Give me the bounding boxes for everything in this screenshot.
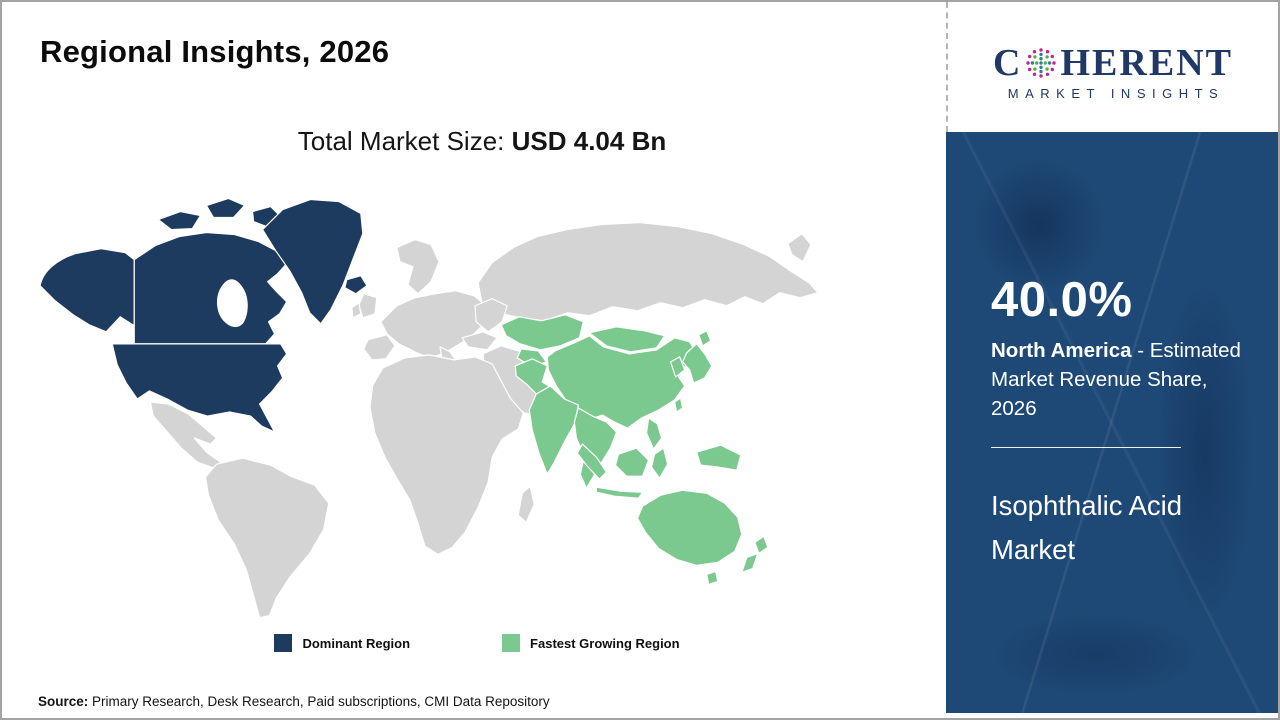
map-region-europe bbox=[380, 290, 490, 359]
share-region: North America bbox=[991, 339, 1132, 362]
page-title: Regional Insights, 2026 bbox=[40, 34, 390, 69]
sidebar: C HERENT MARKET IN bbox=[946, 2, 1278, 718]
map-region-tasmania bbox=[706, 570, 719, 586]
map-region-java bbox=[595, 486, 644, 499]
legend-label: Fastest Growing Region bbox=[530, 635, 680, 651]
map-hudson-bay bbox=[216, 279, 248, 328]
map-region-south-america bbox=[204, 457, 330, 619]
map-region-japan bbox=[682, 343, 713, 384]
map-region-scandinavia bbox=[396, 238, 440, 295]
legend-swatch bbox=[274, 634, 293, 652]
source-label: Source: bbox=[38, 694, 89, 709]
share-description: North America - Estimated Market Revenue… bbox=[991, 336, 1247, 423]
legend-label: Dominant Region bbox=[302, 635, 411, 651]
map-region-madagascar bbox=[517, 485, 535, 523]
brand-logo-tagline: MARKET INSIGHTS bbox=[1007, 85, 1225, 101]
world-map-svg bbox=[39, 197, 819, 619]
total-market-size-label: Total Market Size: bbox=[297, 126, 512, 156]
map-region-new-zealand-south bbox=[741, 552, 759, 574]
map-region-sumatra bbox=[576, 443, 608, 480]
map-region-philippines bbox=[645, 417, 663, 450]
map-region-new-zealand-north bbox=[754, 535, 769, 554]
share-description-rest: - Estimated Market Revenue Share, 2026 bbox=[991, 339, 1241, 421]
map-region-korea bbox=[669, 356, 686, 378]
map-region-sulawesi bbox=[650, 447, 669, 479]
total-market-size-value: USD 4.04 Bn bbox=[511, 126, 667, 156]
legend-item-fastest-growing: Fastest Growing Region bbox=[502, 634, 680, 652]
map-region-russia bbox=[477, 221, 819, 322]
map-region-greenland bbox=[261, 198, 364, 325]
total-market-size: Total Market Size: USD 4.04 Bn bbox=[122, 126, 842, 157]
world-map bbox=[30, 185, 832, 622]
map-region-arctic-island-1 bbox=[157, 210, 202, 231]
map-region-central-asia bbox=[500, 314, 584, 351]
legend-item-dominant: Dominant Region bbox=[274, 634, 410, 652]
map-legend: Dominant Region Fastest Growing Region bbox=[2, 634, 952, 652]
map-region-borneo bbox=[614, 447, 650, 477]
map-region-hokkaido bbox=[698, 330, 712, 347]
market-name: Isophthalic Acid Market bbox=[991, 490, 1183, 566]
map-region-africa bbox=[369, 354, 524, 555]
sidebar-panel: 40.0% North America - Estimated Market R… bbox=[946, 132, 1278, 713]
map-region-turkey bbox=[461, 331, 498, 351]
map-region-mexico-central-america bbox=[149, 401, 222, 469]
map-region-east-europe bbox=[474, 298, 508, 333]
map-region-ireland bbox=[351, 302, 362, 319]
brand-logo: C HERENT MARKET IN bbox=[946, 2, 1278, 132]
logo-text-prefix: C bbox=[993, 41, 1023, 84]
panel-divider bbox=[991, 447, 1181, 449]
map-region-mongolia bbox=[588, 326, 666, 353]
map-region-canada bbox=[133, 231, 288, 345]
map-region-kamchatka bbox=[787, 232, 812, 263]
map-region-arctic-island-2 bbox=[205, 197, 246, 219]
map-region-papua bbox=[696, 444, 742, 471]
map-region-southeast-asia bbox=[573, 407, 618, 489]
brand-logo-wordmark: C HERENT bbox=[993, 44, 1233, 82]
sidebar-panel-content: 40.0% North America - Estimated Market R… bbox=[946, 132, 1278, 572]
map-region-taiwan bbox=[674, 397, 684, 413]
share-value: 40.0% bbox=[991, 273, 1133, 327]
map-region-iberia bbox=[363, 334, 396, 361]
source-text: Primary Research, Desk Research, Paid su… bbox=[88, 694, 550, 709]
logo-text-suffix: HERENT bbox=[1060, 41, 1233, 84]
map-region-iceland bbox=[344, 275, 368, 295]
map-region-india bbox=[528, 385, 579, 475]
map-region-alaska bbox=[39, 248, 135, 333]
map-region-usa bbox=[111, 343, 288, 433]
logo-dotted-o-icon bbox=[1026, 47, 1057, 78]
map-region-australia bbox=[636, 489, 743, 567]
legend-swatch bbox=[502, 634, 521, 652]
map-region-uk bbox=[358, 293, 378, 319]
source-line: Source: Primary Research, Desk Research,… bbox=[38, 694, 550, 709]
